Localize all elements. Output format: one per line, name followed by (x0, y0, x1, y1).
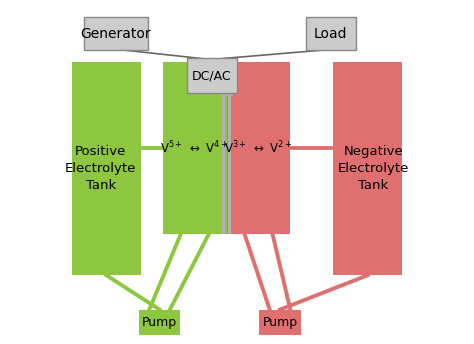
Bar (222, 62, 225, 234)
Text: V$^{5+}$ $\leftrightarrow$ V$^{4+}$: V$^{5+}$ $\leftrightarrow$ V$^{4+}$ (161, 140, 229, 156)
Text: Load: Load (314, 26, 347, 41)
Bar (163, 62, 227, 234)
Text: DC/AC: DC/AC (192, 69, 232, 82)
Bar (333, 62, 402, 275)
Bar (227, 62, 290, 234)
Bar (228, 62, 231, 234)
Text: Positive
Electrolyte
Tank: Positive Electrolyte Tank (65, 145, 137, 192)
Bar (139, 310, 180, 335)
Bar (84, 17, 147, 50)
Text: V$^{3+}$ $\leftrightarrow$ V$^{2+}$: V$^{3+}$ $\leftrightarrow$ V$^{2+}$ (224, 140, 293, 156)
Text: Generator: Generator (81, 26, 151, 41)
Text: Pump: Pump (263, 316, 298, 329)
Bar (72, 62, 141, 275)
Bar (306, 17, 356, 50)
Bar (187, 58, 237, 93)
Bar (259, 310, 301, 335)
Text: Pump: Pump (142, 316, 177, 329)
Text: Negative
Electrolyte
Tank: Negative Electrolyte Tank (337, 145, 409, 192)
